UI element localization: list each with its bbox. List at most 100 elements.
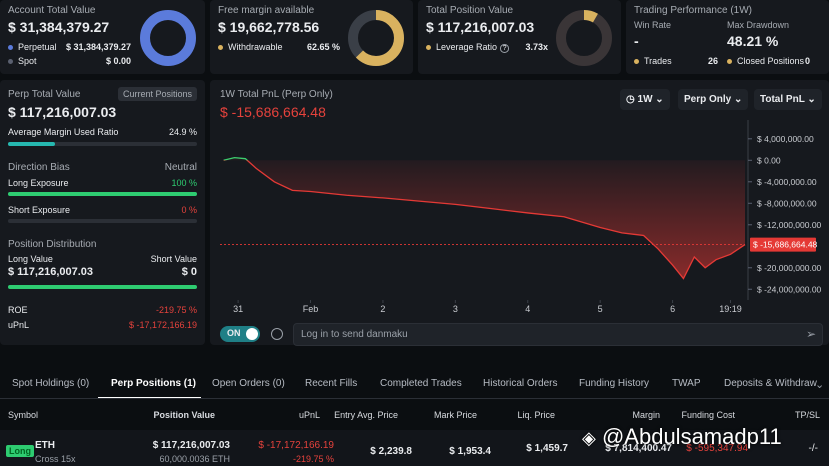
- label: Short Value: [150, 254, 197, 264]
- stat-value: -: [634, 33, 639, 49]
- toggle-label: ON: [227, 328, 241, 338]
- panel-title: Perp Total Value: [8, 89, 81, 100]
- bar: [8, 142, 56, 146]
- column-header[interactable]: Funding Cost: [681, 410, 735, 420]
- x-tick-label: 2: [380, 304, 385, 314]
- table-row: [0, 430, 829, 466]
- value: 0: [804, 56, 810, 66]
- leverage: Cross 15x: [35, 454, 76, 464]
- liq-price: $ 1,459.7: [526, 443, 568, 454]
- column-header[interactable]: Position Value: [153, 410, 215, 420]
- watermark-text: @Abdulsamadp11: [601, 424, 782, 449]
- column-header[interactable]: Symbol: [8, 410, 39, 420]
- card-title: Total Position Value: [426, 5, 514, 16]
- column-header[interactable]: Entry Avg. Price: [334, 410, 398, 420]
- y-tick-label: $ 0.00: [757, 155, 781, 165]
- x-tick-label: 6: [670, 304, 675, 314]
- y-tick-label: $ 4,000,000.00: [757, 134, 814, 144]
- legend-item: Perpetual: [8, 42, 57, 52]
- donut-segment: [348, 10, 404, 66]
- danmaku-input[interactable]: Log in to send danmaku ➢: [293, 323, 823, 346]
- value: 0 %: [181, 205, 197, 215]
- x-tick-label: 31: [233, 304, 243, 314]
- card-value: $ 117,216,007.03: [426, 19, 535, 35]
- x-tick-label: Feb: [303, 304, 319, 314]
- y-tick-label: $ -4,000,000.00: [757, 177, 817, 187]
- bar: [8, 285, 197, 289]
- label: uPnL: [8, 320, 30, 330]
- donuts: [140, 10, 612, 66]
- label: Short Exposure: [8, 205, 71, 215]
- label: Closed Positions: [737, 56, 805, 66]
- value: $ 31,384,379.27: [65, 42, 131, 52]
- card-value: $ 19,662,778.56: [218, 19, 320, 35]
- y-tick-label: $ -20,000,000.00: [757, 263, 822, 273]
- column-header[interactable]: uPnL: [298, 410, 320, 420]
- column-header[interactable]: Margin: [632, 410, 660, 420]
- bar: [8, 192, 197, 196]
- last-value-label: $ -15,686,664.48: [753, 240, 818, 250]
- value: 24.9 %: [168, 127, 197, 137]
- card-title: Free margin available: [218, 5, 315, 16]
- value: $ 117,216,007.03: [8, 266, 94, 278]
- card-title: Account Total Value: [8, 5, 96, 16]
- tab[interactable]: Recent Fills: [305, 378, 358, 389]
- column-header[interactable]: TP/SL: [794, 410, 820, 420]
- label: Perpetual: [18, 42, 57, 52]
- mark-price: $ 1,953.4: [449, 446, 491, 457]
- value: 26: [707, 56, 718, 66]
- tab[interactable]: Open Orders (0): [212, 378, 285, 389]
- value: $ -17,172,166.19: [128, 320, 197, 330]
- tab[interactable]: Deposits & Withdraw: [724, 378, 817, 389]
- tab[interactable]: TWAP: [672, 378, 701, 389]
- label: Long Exposure: [8, 178, 69, 188]
- last-value-box: [750, 237, 816, 252]
- label: Trades: [644, 56, 672, 66]
- dropdown[interactable]: Total PnL ⌄: [754, 89, 822, 110]
- stat-value: 48.21 %: [727, 33, 779, 49]
- value: $ 0: [181, 266, 197, 278]
- upnl: $ -17,172,166.19: [258, 440, 334, 451]
- dropdown[interactable]: Perp Only ⌄: [678, 89, 749, 110]
- divider: [0, 398, 829, 399]
- tab[interactable]: Historical Orders: [483, 378, 558, 389]
- bar-track: [8, 192, 197, 196]
- x-tick-label: 5: [598, 304, 603, 314]
- tab[interactable]: Funding History: [579, 378, 650, 389]
- value: 62.65 %: [306, 42, 340, 52]
- label: ROE: [8, 305, 28, 315]
- value: 3.73x: [525, 42, 548, 52]
- line: [223, 156, 746, 280]
- dropdown[interactable]: ◷ 1W ⌄: [620, 89, 670, 110]
- donut-segment: [556, 10, 612, 66]
- watermark: ◈ @Abdulsamadp11: [582, 424, 782, 449]
- side-badge: Long: [6, 445, 34, 457]
- y-tick-label: $ -12,000,000.00: [757, 220, 822, 230]
- tpsl: -/-: [808, 443, 818, 454]
- tab-arrow[interactable]: ⌄: [815, 379, 825, 391]
- chart-value: $ -15,686,664.48: [220, 104, 326, 120]
- symbol: ETH: [35, 440, 55, 451]
- column-header[interactable]: Liq. Price: [517, 410, 555, 420]
- settings-icon[interactable]: [271, 328, 283, 340]
- label: Leverage Ratio: [436, 42, 498, 52]
- column-header[interactable]: Mark Price: [433, 410, 477, 420]
- x-tick-label: 3: [453, 304, 458, 314]
- button[interactable]: Current Positions: [118, 87, 198, 101]
- tab[interactable]: Completed Trades: [380, 378, 462, 389]
- tab[interactable]: Spot Holdings (0): [12, 378, 90, 389]
- stat-label: Win Rate: [634, 20, 672, 30]
- toggle[interactable]: ON: [220, 326, 260, 342]
- y-tick-label: $ -8,000,000.00: [757, 198, 817, 208]
- value: 100 %: [171, 178, 197, 188]
- stat-label: Max Drawdown: [727, 20, 790, 30]
- x-tick-label: 19:19: [719, 304, 742, 314]
- label: Perp Only: [684, 94, 732, 105]
- value: $ 0.00: [105, 56, 131, 66]
- tab[interactable]: Perp Positions (1): [111, 378, 197, 389]
- funding: $ -595,347.94: [686, 443, 748, 454]
- position-value: $ 117,216,007.03: [152, 440, 230, 451]
- card-title: Trading Performance (1W): [634, 5, 752, 16]
- label: Spot: [18, 56, 37, 66]
